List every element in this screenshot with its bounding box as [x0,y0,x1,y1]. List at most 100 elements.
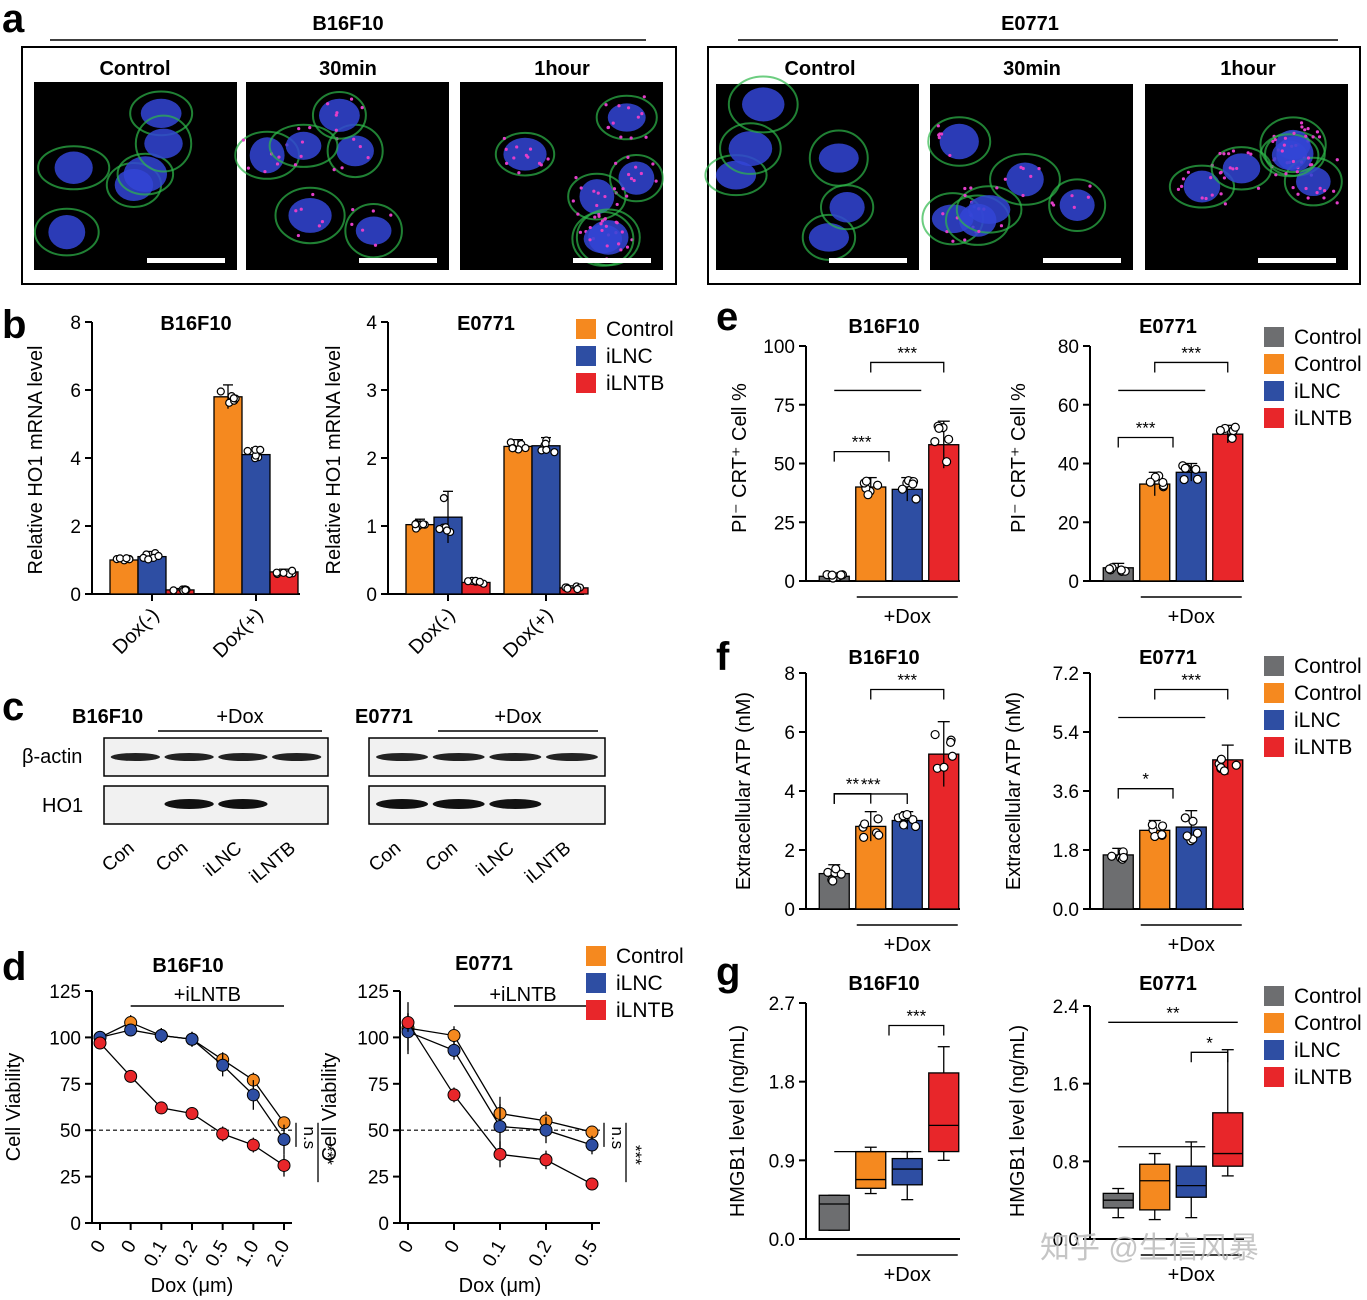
data-point [861,476,872,486]
bar [503,445,533,595]
legend-swatch [1264,710,1284,730]
cell-nucleus [336,135,374,167]
nanoparticle-dot [1021,193,1025,198]
significance-label: *** [1181,671,1201,690]
significance-label: n.s [300,1126,319,1149]
y-tick-label: 8 [70,313,81,334]
micrograph [704,75,919,270]
x-axis-label: Dox (μm) [151,1275,234,1297]
data-point [859,819,870,829]
cell-nucleus [54,151,93,184]
data-point [910,821,921,832]
nanoparticle-dot [1246,151,1250,155]
nanoparticle-dot [1200,196,1204,200]
significance-label: *** [626,1145,645,1165]
data-point [897,484,908,494]
nanoparticle-dot [619,135,623,139]
y-tick-label: 3.6 [1053,782,1079,803]
data-point [1192,474,1203,484]
nanoparticle-dot [1088,184,1092,188]
treatment-label: +Dox [1168,934,1215,956]
legend-label: Control [606,318,674,341]
cell-membrane [311,91,367,140]
nanoparticle-dot [1292,131,1296,135]
lane-label: Con [152,838,192,876]
y-tick-label: 20 [1058,513,1079,534]
nanoparticle-dot [592,189,596,193]
data-point [1158,477,1168,488]
blot-row-label-actin: β-actin [22,746,82,768]
x-tick-label: 0.1 [479,1237,510,1270]
nanoparticle-dot [619,248,623,252]
nanoparticle-dot [334,128,338,132]
nanoparticle-dot [604,103,608,107]
bar [109,559,139,595]
scale-bar [829,258,907,263]
lane-label: iLNC [200,838,246,881]
legend-swatch [1264,737,1284,757]
data-point [1216,754,1226,764]
nanoparticle-dot [595,203,599,208]
cell-nucleus [967,195,1011,224]
chart-title: E0771 [455,953,513,975]
cell-membrane [134,114,193,173]
y-tick-label: 2 [366,449,377,470]
x-tick-label: 0 [395,1237,418,1257]
chart-f1: f 0 2 4 6 8 B16F10 Extracellular ATP (nM) +Dox **… [716,635,960,956]
data-point [475,577,484,586]
y-tick-label: 75 [774,396,795,417]
cell-membrane [274,186,346,245]
nanoparticle-dot [995,186,999,190]
data-point [122,554,131,563]
legend-label: iLNTB [1294,407,1352,430]
y-tick-label: 2.4 [1053,997,1080,1018]
nanoparticle-dot [275,162,280,166]
y-tick-label: 0.9 [769,1151,795,1172]
x-tick-label: 2.0 [263,1237,294,1270]
nanoparticle-dot [1072,205,1076,209]
nanoparticle-dot [1256,186,1261,190]
nanoparticle-dot [629,136,633,140]
nanoparticle-dot [1231,167,1235,171]
data-point [542,445,551,454]
nanoparticle-dot [1051,203,1056,207]
cell-membrane [944,194,1011,246]
box [891,1157,923,1186]
nanoparticle-dot [1317,135,1322,139]
data-point [154,551,163,561]
nanoparticle-dot [632,178,636,183]
band-ho1 [489,799,542,809]
data-point [1191,464,1201,474]
y-tick-label: 0.0 [1053,900,1079,921]
legend-swatch [586,1000,606,1020]
y-axis-label: PI⁻ CRT⁺ Cell % [1008,383,1030,533]
y-tick-label: 0.8 [1053,1152,1079,1173]
nanoparticle-dot [1086,195,1090,199]
nanoparticle-dot [614,161,618,165]
panel-letter: b [2,303,26,347]
cell-membrane [801,213,857,261]
nanoparticle-dot [1029,174,1033,179]
cell-nucleus [288,198,332,233]
cell-nucleus [1059,189,1095,221]
significance-bracket [1154,688,1229,700]
nanoparticle-dot [293,163,298,167]
nanoparticle-dot [611,121,615,125]
panel-a-b16f10-title: B16F10 [312,13,383,35]
bar [1139,483,1171,582]
data-point [874,830,884,840]
data-point [419,520,428,529]
legend-swatch [576,319,596,339]
blot-ho1-box [103,785,329,825]
legend-label: iLNC [616,972,663,995]
box [1139,1163,1171,1211]
data-point [124,1069,138,1083]
nanoparticle-dot [1311,135,1315,139]
nanoparticle-dot [246,166,250,170]
nanoparticle-dot [366,156,370,160]
legend-label: Control [1294,985,1362,1008]
cell-nucleus [715,160,757,190]
nanoparticle-dot [1271,139,1275,144]
scale-bar [359,258,437,263]
y-tick-label: 7.2 [1053,664,1079,685]
